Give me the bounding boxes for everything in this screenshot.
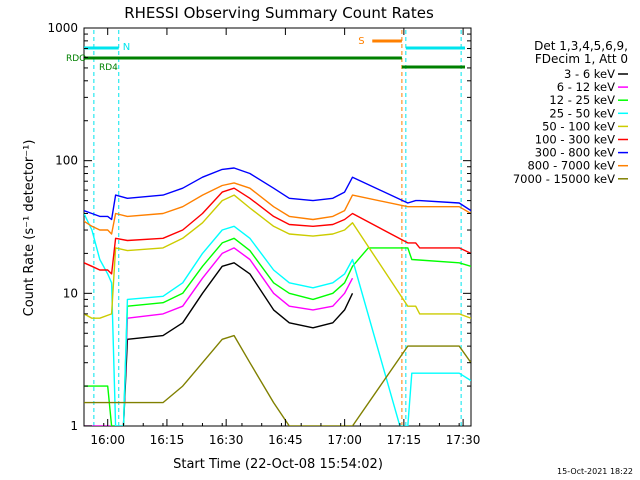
rdo-label: RDO [66,54,86,64]
series-line-6 [84,187,471,275]
legend-entry-label: 800 - 7000 keV [527,159,615,173]
y-tick-label: 100 [55,154,78,168]
legend-entry-label: 3 - 6 keV [564,67,615,81]
series-line-5 [84,194,471,319]
legend-entry-label: 50 - 100 keV [542,119,615,133]
series-layer [84,167,471,426]
footer-date: 15-Oct-2021 18:22 [557,467,633,476]
plot-area [83,27,472,427]
saa-label: S [358,36,364,47]
legend-entry-label: 7000 - 15000 keV [513,172,615,186]
chart-title: RHESSI Observing Summary Count Rates [124,4,434,22]
x-tick-label: 16:00 [90,433,125,447]
night-label: N [123,42,130,53]
series-line-1 [84,262,354,426]
series-line-7 [84,167,471,221]
annotations-layer: RDO RD4 N S [66,30,465,426]
legend-entry-label: 6 - 12 keV [557,80,615,94]
legend-header-line: FDecim 1, Att 0 [535,52,628,66]
x-tick-label: 17:30 [446,433,481,447]
y-tick-label: 1000 [47,21,78,35]
y-tick-label: 10 [63,286,78,300]
y-tick-label: 1 [70,419,78,433]
legend: Det 1,3,4,5,6,9,FDecim 1, Att 03 - 6 keV… [513,39,628,186]
legend-entry-label: 300 - 800 keV [535,146,615,160]
x-tick-label: 16:15 [150,433,185,447]
series-line-9 [84,334,471,426]
y-axis-label: Count Rate (s⁻¹ detector⁻¹) [22,140,37,317]
series-line-2 [84,247,354,426]
rd4-label: RD4 [99,63,118,73]
x-tick-label: 17:00 [327,433,362,447]
x-tick-label: 16:30 [209,433,244,447]
series-line-4 [84,213,471,426]
legend-entry-label: 100 - 300 keV [535,133,615,147]
x-axis-label: Start Time (22-Oct-08 15:54:02) [173,457,383,472]
legend-entry-label: 12 - 25 keV [549,93,615,107]
legend-header-line: Det 1,3,4,5,6,9, [534,39,628,53]
legend-entry-label: 25 - 50 keV [549,106,615,120]
axes-layer: 16:00 16:15 16:30 16:45 17:00 17:15 17:30 1 10 10… [47,21,480,447]
x-tick-label: 17:15 [387,433,422,447]
series-line-8 [84,182,471,235]
x-tick-label: 16:45 [268,433,303,447]
